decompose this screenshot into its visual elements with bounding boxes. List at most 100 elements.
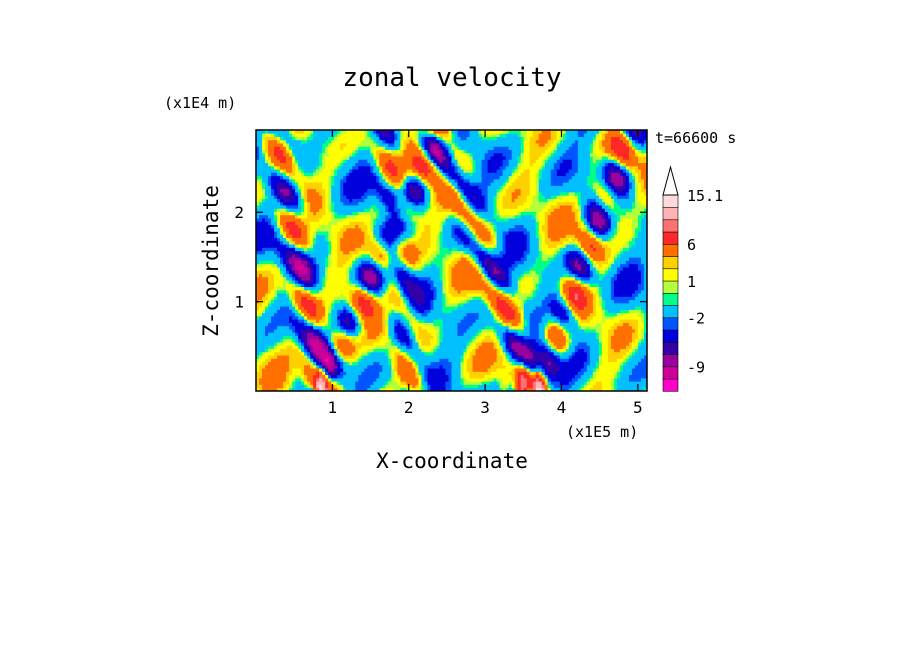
field-cell — [295, 387, 299, 392]
field-cell — [493, 325, 498, 330]
field-cell — [283, 335, 287, 340]
field-cell — [406, 322, 410, 327]
field-cell — [583, 355, 588, 359]
field-cell — [388, 377, 392, 382]
field-cell — [484, 270, 488, 274]
field-cell — [367, 332, 371, 336]
field-cell — [604, 351, 609, 356]
field-cell — [391, 283, 395, 287]
field-cell — [307, 296, 311, 301]
field-cell — [391, 342, 395, 346]
field-cell — [442, 273, 446, 278]
field-cell — [265, 377, 269, 382]
field-cell — [631, 381, 636, 385]
field-cell — [631, 306, 636, 310]
field-cell — [433, 345, 437, 349]
field-cell — [559, 355, 564, 359]
field-cell — [562, 381, 567, 385]
field-cell — [379, 329, 383, 333]
field-cell — [529, 377, 534, 382]
field-cell — [331, 319, 335, 323]
field-cell — [556, 371, 561, 376]
field-cell — [604, 332, 609, 336]
field-cell — [451, 273, 455, 278]
field-cell — [595, 377, 600, 382]
field-cell — [553, 302, 558, 307]
field-cell — [577, 280, 582, 284]
field-cell — [259, 387, 263, 392]
field-cell — [529, 286, 534, 291]
field-cell — [379, 306, 383, 310]
field-cell — [427, 280, 431, 284]
field-cell — [628, 374, 633, 379]
field-cell — [583, 319, 588, 323]
field-cell — [598, 358, 603, 363]
field-cell — [595, 348, 600, 353]
field-cell — [379, 267, 383, 271]
field-cell — [316, 289, 320, 294]
field-cell — [271, 368, 275, 372]
field-cell — [496, 371, 501, 376]
field-cell — [304, 358, 308, 363]
field-cell — [307, 355, 311, 359]
field-cell — [526, 338, 531, 343]
field-cell — [577, 322, 582, 327]
field-cell — [637, 325, 642, 330]
field-cell — [607, 348, 612, 353]
field-cell — [268, 374, 272, 379]
field-cell — [550, 335, 555, 340]
field-cell — [460, 312, 464, 317]
field-cell — [283, 351, 287, 356]
field-cell — [499, 338, 504, 343]
field-cell — [427, 286, 431, 291]
field-cell — [568, 335, 573, 340]
field-cell — [502, 276, 507, 281]
field-cell — [499, 358, 504, 363]
field-cell — [625, 306, 630, 310]
field-cell — [532, 276, 537, 281]
field-cell — [313, 364, 317, 369]
field-cell — [529, 283, 534, 287]
field-cell — [337, 270, 341, 274]
field-cell — [379, 348, 383, 353]
field-cell — [532, 361, 537, 366]
field-cell — [469, 368, 473, 372]
field-cell — [451, 270, 455, 274]
field-cell — [454, 286, 458, 291]
field-cell — [430, 361, 434, 366]
field-cell — [298, 325, 302, 330]
field-cell — [382, 276, 386, 281]
field-cell — [328, 387, 332, 392]
field-cell — [526, 286, 531, 291]
field-cell — [457, 273, 461, 278]
field-cell — [268, 348, 272, 353]
field-cell — [628, 306, 633, 310]
field-cell — [268, 361, 272, 366]
field-cell — [610, 315, 615, 320]
field-cell — [463, 319, 467, 323]
field-cell — [280, 289, 284, 294]
field-cell — [484, 348, 488, 353]
field-cell — [271, 306, 275, 310]
field-cell — [355, 309, 359, 314]
field-cell — [553, 276, 558, 281]
field-cell — [298, 312, 302, 317]
field-cell — [481, 276, 485, 281]
field-cell — [364, 319, 368, 323]
field-cell — [424, 312, 428, 317]
field-cell — [388, 325, 392, 330]
field-cell — [568, 309, 573, 314]
field-cell — [604, 312, 609, 317]
field-cell — [418, 358, 422, 363]
field-cell — [565, 302, 570, 307]
field-cell — [442, 267, 446, 271]
field-cell — [532, 351, 537, 356]
field-cell — [619, 364, 624, 369]
field-cell — [532, 381, 537, 385]
field-cell — [343, 273, 347, 278]
field-cell — [328, 315, 332, 320]
field-cell — [313, 322, 317, 327]
field-cell — [295, 342, 299, 346]
field-cell — [508, 358, 513, 363]
field-cell — [454, 377, 458, 382]
